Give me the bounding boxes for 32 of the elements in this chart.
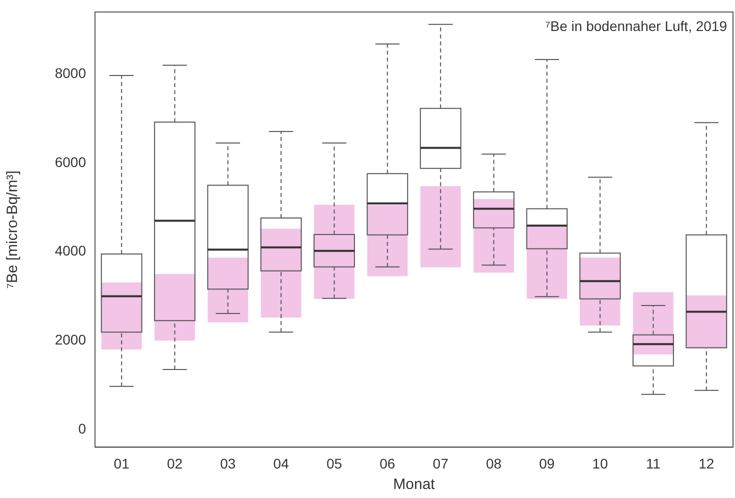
x-tick-label: 02 — [166, 455, 183, 472]
bar — [686, 295, 727, 348]
bar — [154, 274, 195, 341]
y-tick-label: 2000 — [54, 331, 86, 348]
x-tick-label: 06 — [380, 455, 396, 472]
x-tick-label: 09 — [539, 455, 555, 472]
x-tick-label: 01 — [114, 455, 130, 472]
bar — [101, 282, 142, 350]
bar — [474, 198, 514, 273]
x-tick-label: 08 — [486, 455, 502, 472]
x-tick-label: 11 — [646, 455, 661, 472]
chart-title: ⁷Be in bodennaher Luft, 2019 — [545, 18, 728, 34]
x-tick-label: 03 — [220, 455, 236, 472]
x-axis-title: Monat — [393, 476, 436, 494]
y-axis-title: ⁷Be [micro-Bq/m³] — [4, 170, 22, 289]
y-tick-label: 4000 — [54, 242, 86, 259]
x-tick-label: 05 — [326, 455, 342, 472]
bar — [580, 258, 620, 326]
x-tick-label: 04 — [273, 455, 290, 472]
y-tick-label: 6000 — [54, 154, 86, 170]
bar — [633, 292, 674, 354]
x-tick-label: 12 — [698, 455, 714, 472]
y-tick-label: 0 — [78, 420, 86, 436]
bar — [314, 204, 354, 299]
bar — [260, 228, 302, 318]
bar — [208, 258, 248, 322]
x-tick-label: 10 — [592, 455, 608, 472]
bar — [420, 186, 461, 268]
y-tick-label: 8000 — [54, 65, 86, 82]
bar — [526, 226, 568, 299]
bar — [367, 204, 408, 276]
x-tick-label: 07 — [432, 455, 449, 472]
